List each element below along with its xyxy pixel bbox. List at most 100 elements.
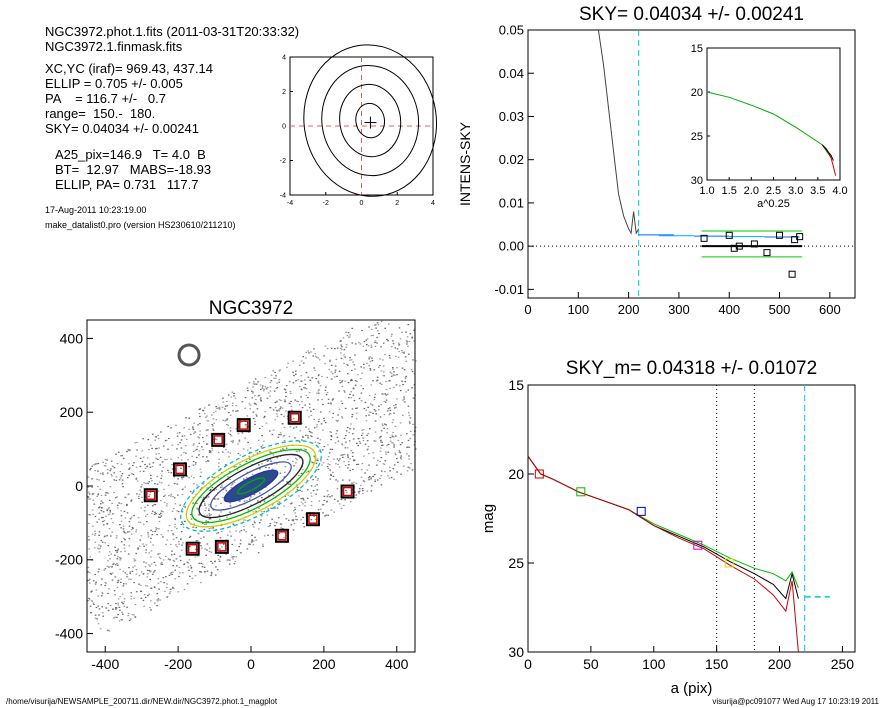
contour-line [303, 44, 437, 197]
sky-square-marker [776, 231, 784, 239]
inset-y-label: 25 [691, 131, 703, 143]
sky-box-marker [236, 418, 251, 433]
sky-box-marker [143, 488, 158, 503]
sky-box-inner [175, 464, 185, 475]
sky-box-inner [308, 514, 318, 524]
mag-x-label: 150 [705, 656, 729, 672]
mag-y-label: 30 [508, 644, 524, 660]
bright-star [177, 343, 201, 367]
sky-square-marker [730, 244, 738, 252]
sky-ylabel: INTENS-SKY [457, 121, 473, 206]
mask-file: NGC3972.1.finmask.fits [45, 39, 183, 54]
sky-x-label: 0 [524, 302, 531, 317]
mag-x-label: 100 [642, 656, 666, 672]
inset-x-label: 2.0 [744, 185, 759, 197]
image-title: NGC3972 [209, 298, 294, 319]
sky-box-inner [342, 486, 353, 497]
mag-y-label: 15 [508, 377, 524, 393]
centroid-y-label: 2 [282, 89, 286, 96]
inset-y-label: 20 [691, 87, 703, 99]
param-bt: BT= 12.97 MABS=-18.93 [55, 162, 212, 177]
sky-square-marker [735, 242, 743, 250]
image-y-label: -400 [55, 625, 83, 641]
sky-box-marker [305, 512, 320, 527]
sky-box-inner [289, 413, 300, 423]
contour-line [355, 102, 386, 139]
mag-ylabel: mag [480, 504, 497, 533]
sky-box-marker [340, 484, 355, 499]
inset-xlabel: a^0.25 [757, 198, 790, 210]
sky-profile-line [597, 29, 640, 235]
sky-title: SKY= 0.04034 +/- 0.00241 [579, 4, 804, 25]
mag-title: SKY_m= 0.04318 +/- 0.01072 [566, 358, 817, 379]
sky-box-inner [146, 490, 156, 500]
sky-x-label: 100 [567, 302, 589, 317]
inset-profile-line [706, 91, 832, 159]
mag-square-marker [724, 558, 734, 568]
image-x-label: 400 [385, 656, 409, 672]
sky-box-inner [187, 543, 198, 554]
param-ellip-pa: ELLIP, PA= 0.731 117.7 [55, 177, 199, 192]
sky-box-inner [277, 531, 287, 541]
version-stamp: make_datalist0.pro (version HS230610/211… [45, 220, 236, 230]
mag-square-marker [576, 487, 586, 497]
param-range: range= 150.- 180. [45, 106, 156, 121]
mag-x-label: 200 [768, 656, 792, 672]
sky-y-label: 0.00 [499, 239, 524, 254]
galaxy-isophote [185, 444, 317, 528]
image-x-label: 0 [247, 656, 255, 672]
sky-square-marker [788, 270, 796, 278]
sky-y-label: 0.04 [499, 66, 524, 81]
sky-x-label: 200 [618, 302, 640, 317]
file-title: NGC3972.phot.1.fits (2011-03-31T20:33:32… [45, 24, 300, 39]
footer-user: visurija@pc091077 Wed Aug 17 10:23:19 20… [712, 697, 879, 706]
galaxy-isophote [236, 477, 266, 495]
inset-x-label: 3.5 [810, 185, 825, 197]
inset-x-label: 1.5 [722, 185, 737, 197]
mag-y-label: 20 [508, 466, 524, 482]
param-ellip: ELLIP = 0.705 +/- 0.005 [45, 76, 183, 91]
centroid-y-label: 4 [282, 54, 286, 61]
inset-x-label: 2.5 [766, 185, 781, 197]
mag-x-label: 250 [831, 656, 855, 672]
sky-x-label: 400 [718, 302, 740, 317]
galaxy-isophote [198, 453, 304, 519]
mag-y-label: 25 [508, 555, 524, 571]
sky-box-marker [185, 541, 200, 556]
footer-path: /home/visurija/NEWSAMPLE_200711.dir/NEW.… [6, 697, 278, 706]
sky-box-marker [172, 462, 187, 477]
sky-y-label: 0.05 [499, 23, 524, 38]
sky-square-marker [700, 234, 708, 242]
sky-x-label: 600 [819, 302, 841, 317]
image-x-label: 200 [312, 656, 336, 672]
sky-y-label: -0.01 [494, 282, 524, 297]
mag-x-label: 50 [583, 656, 599, 672]
sky-y-label: 0.03 [499, 109, 524, 124]
param-xcyc: XC,YC (iraf)= 969.43, 437.14 [45, 61, 214, 76]
contour-line [339, 83, 402, 158]
galaxy-isophote [180, 440, 322, 532]
sky-box-inner [217, 542, 227, 552]
mag-frame [527, 384, 856, 653]
centroid-x-label: 2 [395, 200, 399, 207]
centroid-x-label: 4 [431, 200, 435, 207]
sky-y-label: 0.01 [499, 195, 524, 210]
contour-line [321, 64, 420, 177]
param-sky: SKY= 0.04034 +/- 0.00241 [45, 121, 199, 136]
image-y-label: 200 [60, 404, 84, 420]
sky-square-marker [763, 249, 771, 257]
sky-box-marker [287, 410, 302, 425]
galaxy-isophote [210, 461, 292, 511]
image-y-label: 0 [75, 478, 83, 494]
date-stamp: 17-Aug-2011 10:23:19.00 [45, 205, 147, 215]
inset-black-line [821, 144, 834, 161]
param-pa: PA = 116.7 +/- 0.7 [45, 91, 166, 106]
sky-box-inner [213, 435, 223, 445]
mag-square-marker [693, 540, 703, 550]
inset-x-label: 3.0 [788, 185, 803, 197]
image-y-label: -200 [55, 552, 83, 568]
inset-y-label: 30 [691, 175, 703, 187]
sky-box-marker [214, 539, 229, 554]
inset-x-label: 1.0 [699, 185, 714, 197]
param-a25: A25_pix=146.9 T= 4.0 B [55, 147, 206, 162]
